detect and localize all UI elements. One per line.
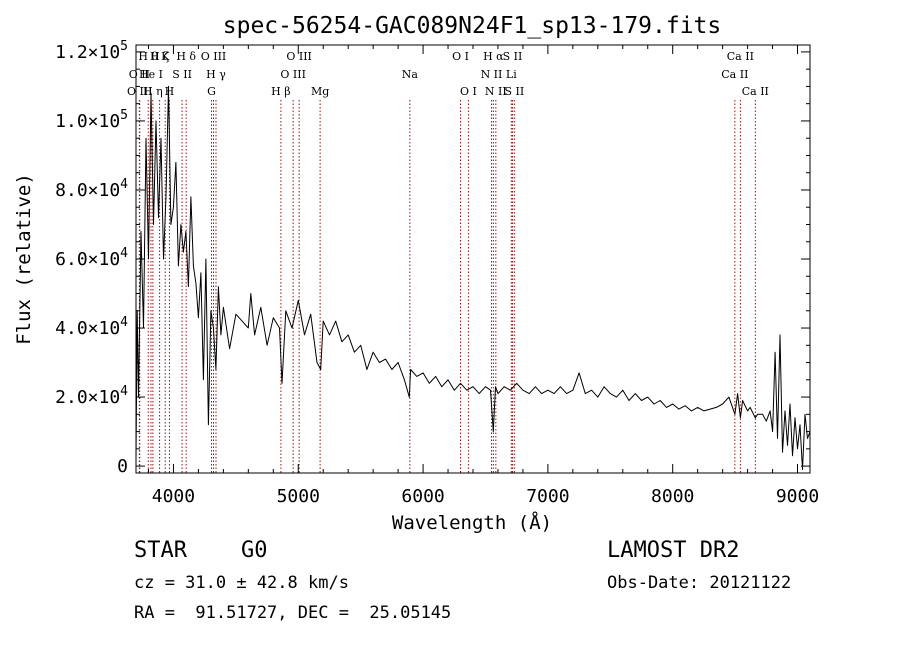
marker-label-13: H β bbox=[271, 85, 290, 98]
marker-label-15: O III bbox=[286, 50, 312, 63]
marker-label-4: H η bbox=[143, 85, 163, 98]
chart-title: spec-56254-GAC089N24F1_sp13-179.fits bbox=[223, 13, 722, 39]
x-tick-label-4: 8000 bbox=[651, 486, 694, 507]
marker-label-23: Li bbox=[506, 68, 517, 81]
marker-label-9: H δ bbox=[176, 50, 196, 63]
spectrum-line-0 bbox=[135, 85, 811, 470]
marker-label-28: Ca II bbox=[742, 85, 769, 98]
marker-label-5: H ζ bbox=[150, 50, 169, 63]
y-tick-label-6: 1.2×105 bbox=[55, 39, 128, 63]
marker-label-11: O III bbox=[201, 50, 227, 63]
ra-dec-coordinates: RA = 91.51727, DEC = 25.05145 bbox=[134, 603, 452, 623]
marker-label-21: H α bbox=[483, 50, 504, 63]
marker-label-27: Ca II bbox=[727, 50, 754, 63]
spectrum-series bbox=[135, 85, 811, 470]
marker-label-16: Mg bbox=[311, 85, 329, 98]
marker-label-2: H θ bbox=[138, 50, 158, 63]
y-tick-label-0: 0 bbox=[117, 456, 128, 477]
marker-label-6: K bbox=[161, 50, 170, 63]
x-tick-label-0: 4000 bbox=[152, 486, 195, 507]
plot-frame bbox=[135, 44, 811, 474]
marker-label-3: He I bbox=[139, 68, 163, 81]
y-axis-label: Flux (relative) bbox=[13, 173, 35, 345]
x-tick-label-3: 7000 bbox=[526, 486, 569, 507]
x-axis-label: Wavelength (Å) bbox=[392, 511, 552, 534]
y-axis: 0 2.0×104 4.0×104 6.0×104 8.0×104 1.0×105 1.2×… bbox=[55, 39, 810, 477]
marker-label-8: S II bbox=[172, 68, 192, 81]
marker-label-1: O III bbox=[127, 85, 153, 98]
marker-label-19: O I bbox=[460, 85, 477, 98]
x-tick-label-2: 6000 bbox=[401, 486, 444, 507]
marker-label-10: G bbox=[207, 85, 216, 98]
marker-label-17: Na bbox=[402, 68, 419, 81]
y-tick-label-5: 1.0×105 bbox=[55, 108, 128, 132]
object-class: STAR bbox=[134, 538, 187, 563]
x-tick-label-5: 9000 bbox=[776, 486, 819, 507]
survey-name: LAMOST DR2 bbox=[607, 538, 740, 563]
object-subclass: G0 bbox=[241, 538, 268, 563]
marker-label-7: H bbox=[165, 85, 175, 98]
redshift-cz: cz = 31.0 ± 42.8 km/s bbox=[134, 573, 349, 593]
x-axis: 4000 5000 6000 7000 8000 9000 bbox=[147, 45, 819, 507]
y-tick-label-3: 6.0×104 bbox=[55, 246, 128, 270]
observation-date: Obs-Date: 20121122 bbox=[607, 573, 792, 593]
marker-label-18: O I bbox=[452, 50, 469, 63]
y-tick-label-1: 2.0×104 bbox=[55, 384, 128, 408]
marker-label-24: S II bbox=[503, 50, 523, 63]
y-tick-label-2: 4.0×104 bbox=[55, 315, 128, 339]
marker-label-20: N II bbox=[481, 68, 503, 81]
marker-label-0: O II bbox=[129, 68, 150, 81]
marker-label-25: S II bbox=[504, 85, 524, 98]
marker-label-26: Ca II bbox=[721, 68, 748, 81]
y-tick-label-4: 8.0×104 bbox=[55, 177, 128, 201]
marker-label-14: O III bbox=[280, 68, 306, 81]
line-markers: O II O III H θ He I H η H ζK H S II H δ G O III H γ… bbox=[127, 50, 769, 473]
marker-label-12: H γ bbox=[206, 68, 226, 81]
marker-label-22: N II bbox=[485, 85, 507, 98]
x-tick-label-1: 5000 bbox=[277, 486, 320, 507]
